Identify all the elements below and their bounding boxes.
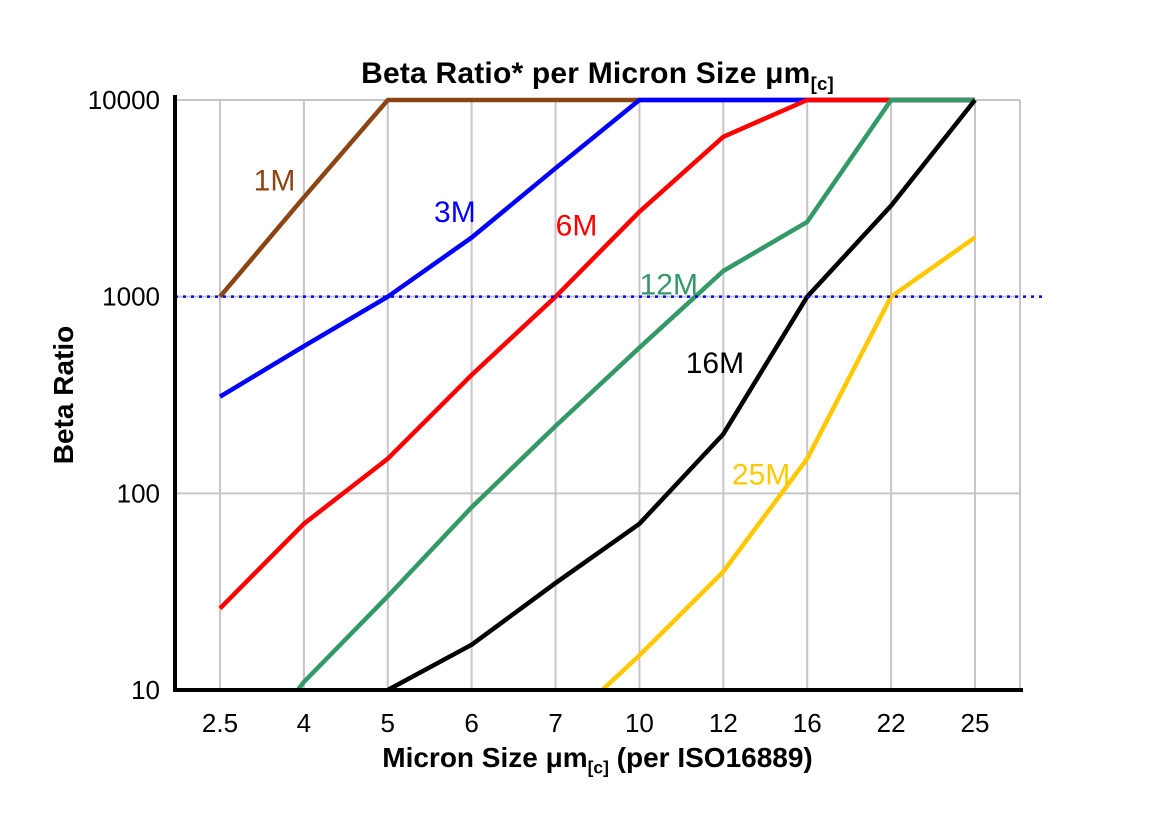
series-label-16M: 16M — [686, 347, 744, 380]
x-axis-label-rest: (per ISO16889) — [608, 742, 813, 773]
x-tick-label: 25 — [961, 708, 990, 738]
x-tick-label: 6 — [464, 708, 478, 738]
series-label-25M: 25M — [732, 458, 790, 491]
x-axis-label-subscript: [c] — [587, 757, 609, 778]
series-line-16M — [384, 98, 977, 690]
y-tick-label: 1000 — [102, 282, 160, 312]
x-tick-label: 7 — [548, 708, 562, 738]
series-label-6M: 6M — [556, 210, 598, 243]
x-tick-label: 2.5 — [202, 708, 238, 738]
series-label-12M: 12M — [640, 269, 698, 302]
series-line-1M — [218, 97, 975, 299]
chart-title: Beta Ratio* per Micron Size μm[c] — [175, 57, 1020, 95]
x-tick-label: 10 — [625, 708, 654, 738]
y-axis-label: Beta Ratio — [48, 325, 79, 465]
chart-title-subscript: [c] — [810, 73, 834, 95]
series-label-3M: 3M — [434, 196, 476, 229]
y-tick-label: 100 — [117, 478, 160, 508]
x-tick-label: 12 — [709, 708, 738, 738]
series-line-25M — [599, 235, 977, 690]
chart-title-text: Beta Ratio* per Micron Size μm — [361, 57, 811, 90]
x-tick-label: 22 — [877, 708, 906, 738]
x-axis-label-text: Micron Size μm — [382, 742, 588, 773]
y-tick-label: 10000 — [88, 85, 160, 115]
x-tick-label: 16 — [793, 708, 822, 738]
x-axis-label: Micron Size μm[c] (per ISO16889) — [175, 742, 1020, 779]
series-line-12M — [294, 97, 975, 690]
x-tick-label: 4 — [297, 708, 311, 738]
x-tick-label: 5 — [381, 708, 395, 738]
y-tick-label: 10 — [131, 675, 160, 705]
series-label-1M: 1M — [254, 164, 296, 197]
series-line-6M — [218, 97, 975, 610]
